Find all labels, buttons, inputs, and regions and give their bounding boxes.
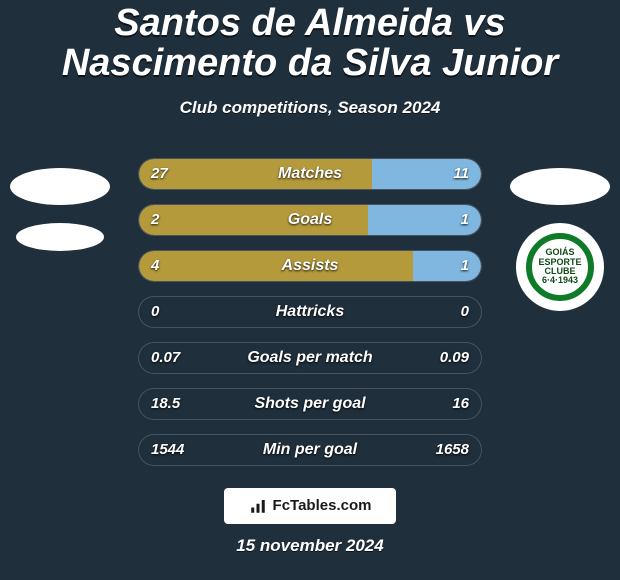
- club-right-badge: GOIÁS ESPORTE CLUBE 6·4·1943: [516, 223, 604, 311]
- stat-row: 21Goals: [138, 204, 482, 236]
- club-left-badge: [16, 223, 104, 251]
- footer-date: 15 november 2024: [0, 536, 620, 556]
- stats-container: 2711Matches 21Goals 41Assists 00Hattricks 0.…: [138, 158, 482, 466]
- chart-icon: [249, 497, 267, 515]
- club-right-badge-text: GOIÁS ESPORTE CLUBE 6·4·1943: [526, 233, 594, 301]
- footer-brand-badge: FcTables.com: [224, 488, 396, 524]
- stat-row: 00Hattricks: [138, 296, 482, 328]
- player-right-avatar: [510, 168, 610, 205]
- subtitle: Club competitions, Season 2024: [0, 98, 620, 118]
- stat-label: Shots per goal: [139, 389, 481, 419]
- stat-label: Min per goal: [139, 435, 481, 465]
- stat-row: 18.516Shots per goal: [138, 388, 482, 420]
- comparison-infographic: Santos de Almeida vs Nascimento da Silva…: [0, 0, 620, 580]
- stat-label: Hattricks: [139, 297, 481, 327]
- stat-label: Goals: [139, 205, 481, 235]
- stat-label: Goals per match: [139, 343, 481, 373]
- footer-brand-text: FcTables.com: [273, 497, 372, 514]
- player-right-group: GOIÁS ESPORTE CLUBE 6·4·1943: [510, 168, 610, 311]
- stat-label: Assists: [139, 251, 481, 281]
- page-title: Santos de Almeida vs Nascimento da Silva…: [0, 0, 620, 84]
- stat-row: 41Assists: [138, 250, 482, 282]
- player-left-avatar: [10, 168, 110, 205]
- stat-row: 0.070.09Goals per match: [138, 342, 482, 374]
- stat-row: 2711Matches: [138, 158, 482, 190]
- stat-row: 15441658Min per goal: [138, 434, 482, 466]
- player-left-group: [10, 168, 110, 251]
- stat-label: Matches: [139, 159, 481, 189]
